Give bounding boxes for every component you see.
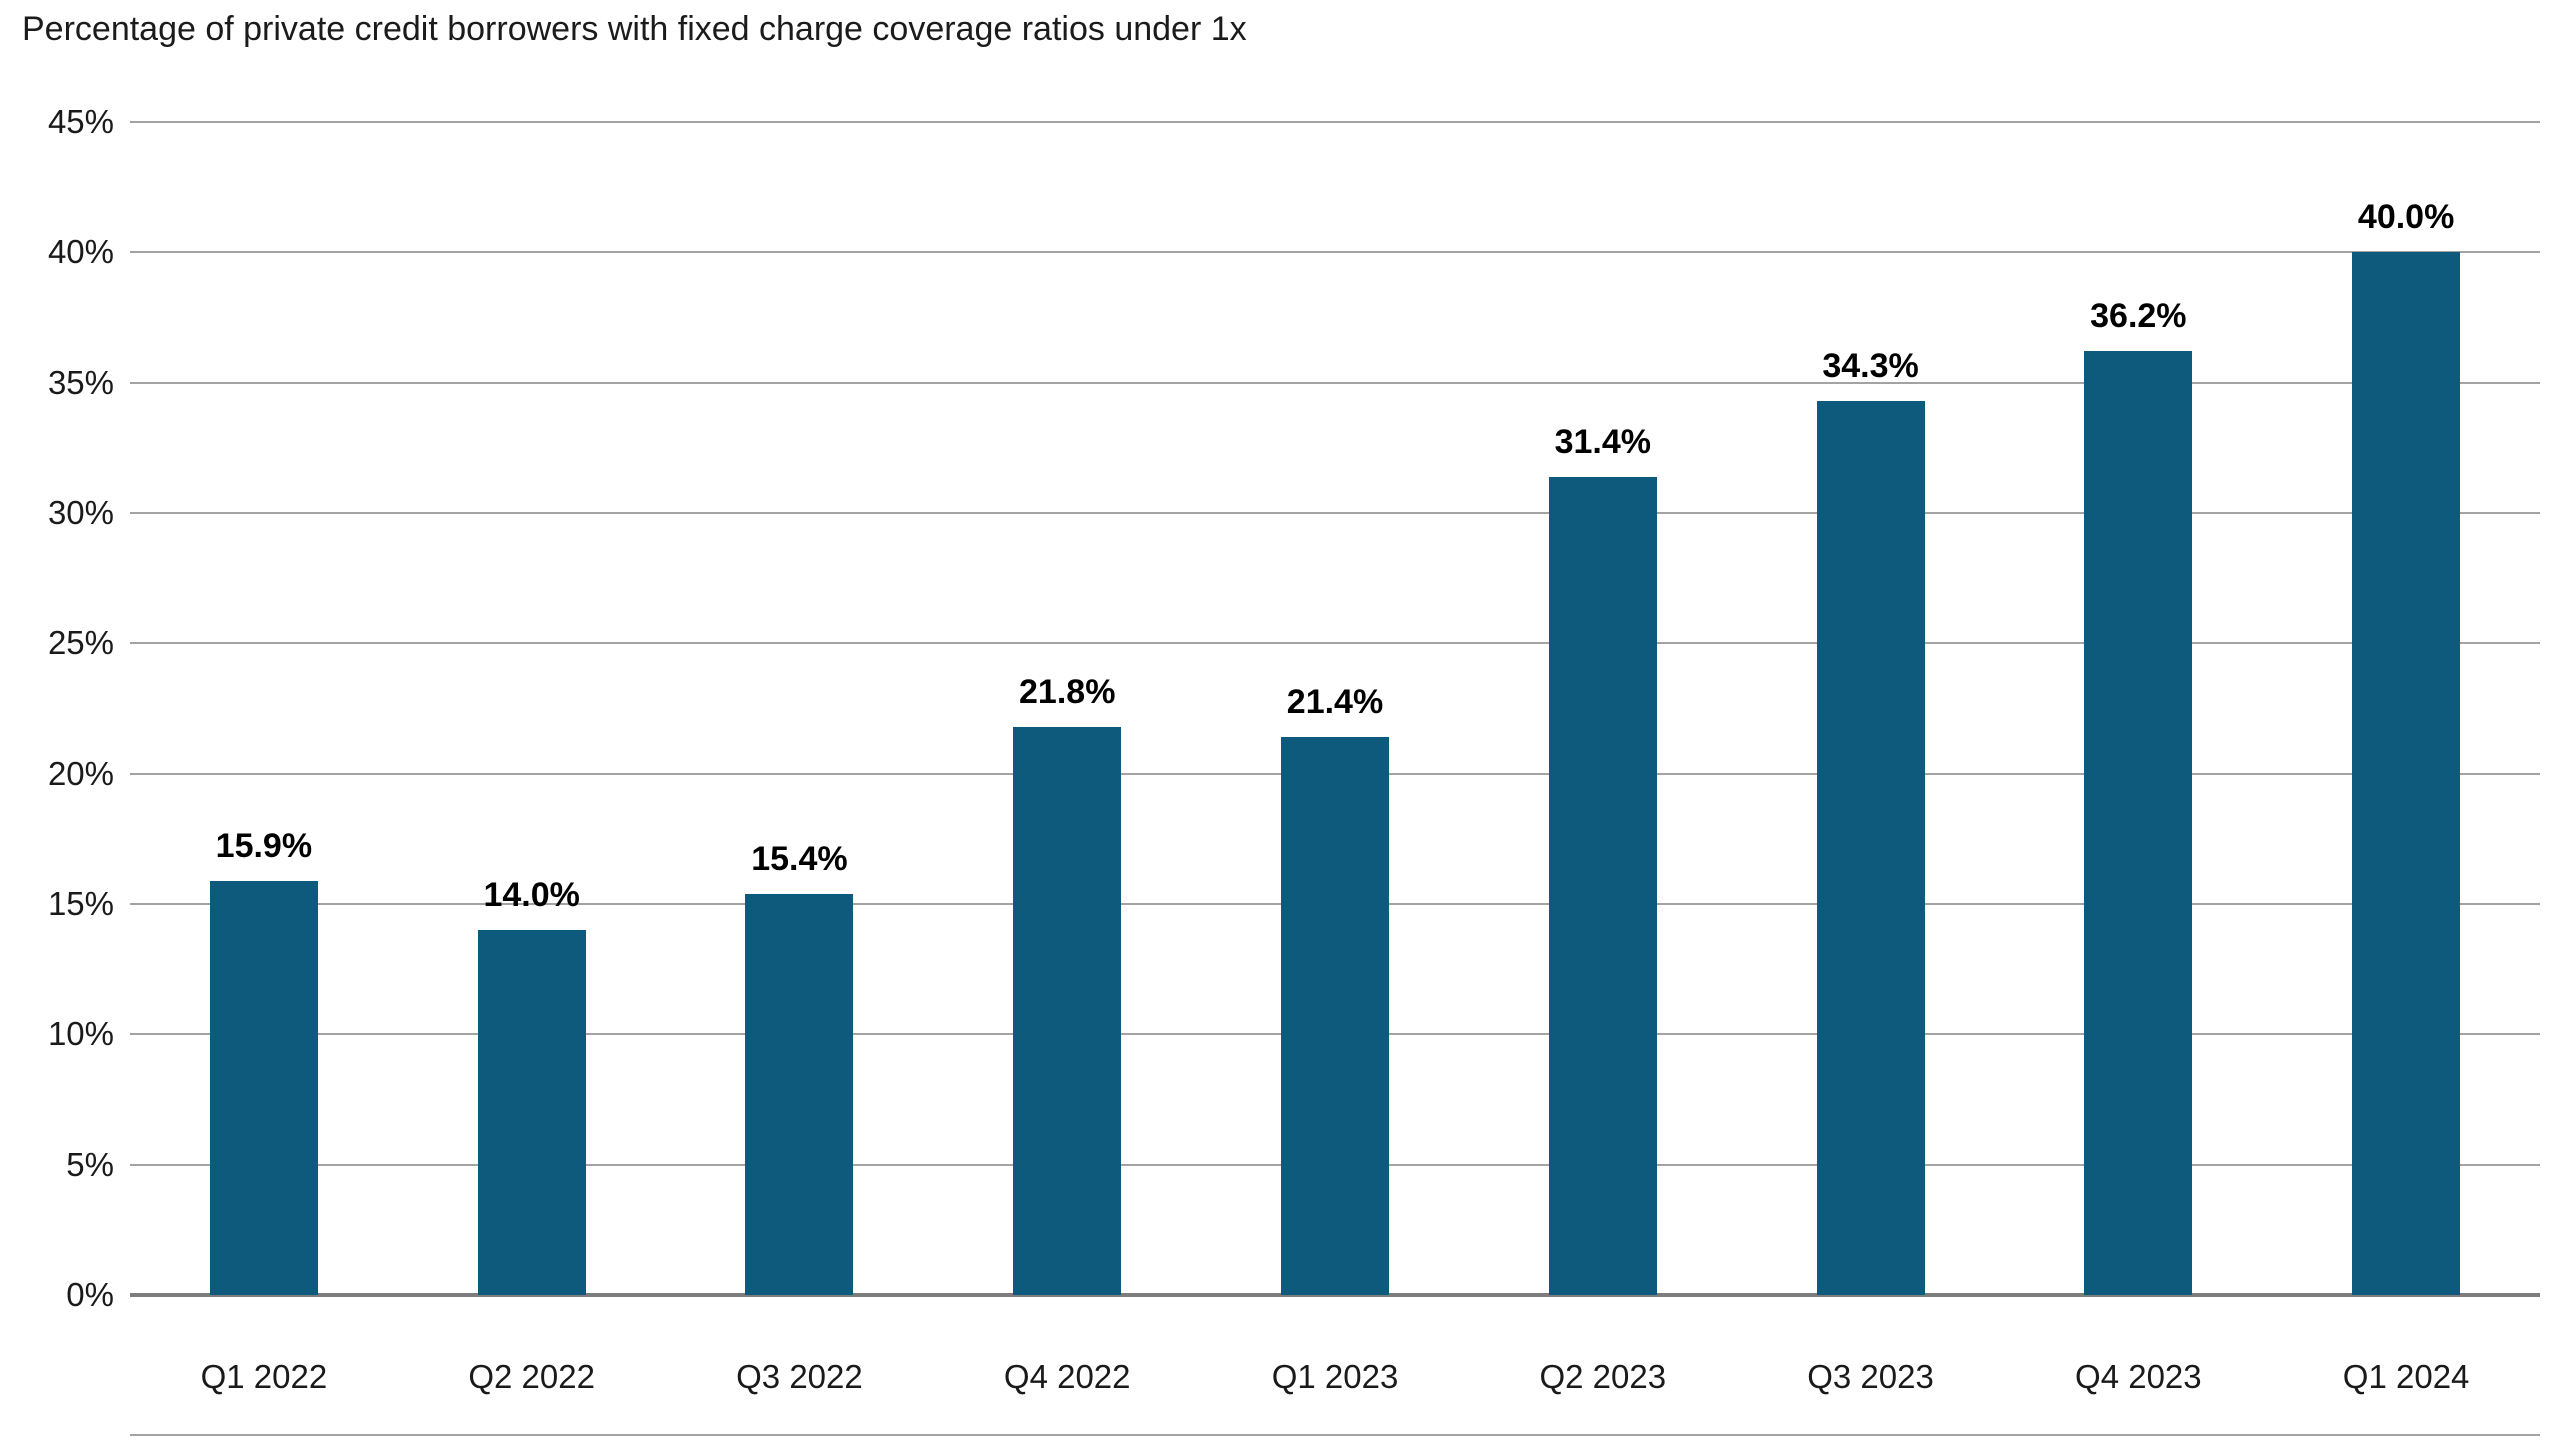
y-axis-tick-label: 20% (47, 754, 114, 792)
x-axis-tick-label: Q4 2022 (1003, 1358, 1131, 1395)
bar (2084, 351, 2193, 1295)
x-axis-tick-label: Q3 2023 (1807, 1358, 1934, 1395)
x-axis-tick-label: Q1 2024 (2342, 1358, 2470, 1395)
bar-value-label: 14.0% (483, 876, 580, 915)
bar (1548, 476, 1657, 1295)
bar-value-label: 40.0% (2357, 198, 2455, 237)
x-axis-tick-label: Q1 2023 (1271, 1358, 1399, 1395)
x-axis-baseline (130, 1293, 2540, 1297)
gridline (130, 121, 2540, 123)
bar (209, 880, 318, 1295)
y-axis-tick-label: 35% (47, 363, 114, 401)
y-axis-tick-label: 25% (47, 624, 114, 662)
bar-value-label: 15.9% (215, 826, 313, 865)
bar (477, 930, 586, 1295)
y-axis-tick-label: 30% (47, 494, 114, 531)
y-axis-tick-label: 40% (47, 233, 114, 271)
x-axis-tick-label: Q3 2022 (736, 1358, 863, 1395)
bar-value-label: 34.3% (1822, 346, 1919, 385)
chart-title: Percentage of private credit borrowers w… (22, 10, 1247, 48)
y-axis-tick-label: 5% (66, 1145, 114, 1183)
gridline (130, 642, 2540, 645)
bar (745, 893, 854, 1295)
x-axis-tick-label: Q4 2023 (2075, 1358, 2202, 1395)
y-axis-tick-label: 0% (66, 1276, 114, 1313)
y-axis-tick-label: 45% (47, 103, 114, 140)
bar-value-label: 15.4% (751, 839, 848, 878)
bar (2352, 252, 2461, 1295)
gridline (130, 251, 2540, 254)
bar (1816, 400, 1925, 1295)
bar-value-label: 36.2% (2090, 297, 2187, 336)
bar-value-label: 21.8% (1019, 672, 1116, 711)
bar-value-label: 21.4% (1286, 683, 1384, 722)
x-axis-tick-label: Q2 2023 (1539, 1358, 1667, 1395)
gridline (130, 381, 2540, 384)
gridline (130, 512, 2540, 514)
y-axis-tick-label: 15% (47, 885, 114, 922)
bottom-rule (130, 1434, 2540, 1436)
x-axis-tick-label: Q2 2022 (468, 1358, 595, 1395)
bar (1013, 726, 1122, 1295)
bar-value-label: 31.4% (1554, 422, 1651, 461)
x-axis-tick-label: Q1 2022 (200, 1358, 328, 1395)
y-axis-tick-label: 10% (47, 1015, 114, 1053)
bar (1281, 737, 1389, 1295)
